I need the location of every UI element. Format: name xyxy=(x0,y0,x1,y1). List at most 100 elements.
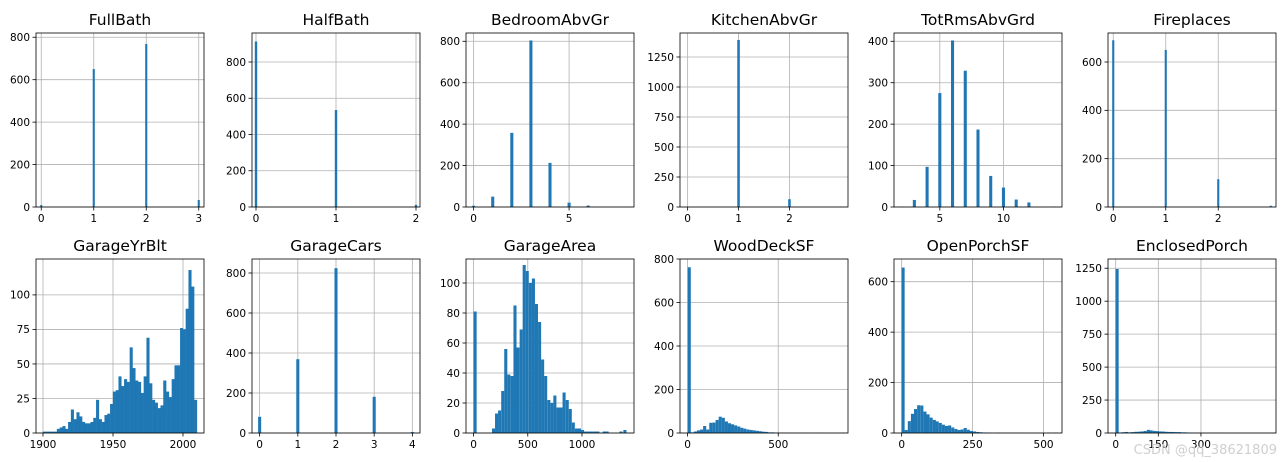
histogram-bar xyxy=(553,395,557,433)
x-tick-label: 0 xyxy=(256,439,263,451)
y-tick-label: 40 xyxy=(447,368,460,380)
histogram-bar xyxy=(912,199,916,207)
histogram-bar xyxy=(531,278,535,433)
y-tick-label: 750 xyxy=(654,112,674,124)
y-tick-label: 0 xyxy=(881,428,888,440)
x-tick-label: 2 xyxy=(143,213,150,225)
x-tick-label: 0 xyxy=(253,213,260,225)
x-tick-label: 0 xyxy=(470,213,477,225)
x-tick-label: 2 xyxy=(786,213,793,225)
histogram-bar xyxy=(1162,431,1166,433)
y-tick-label: 500 xyxy=(654,142,674,154)
histogram-bar xyxy=(963,70,967,207)
y-tick-label: 400 xyxy=(226,129,246,141)
histogram-bar xyxy=(121,386,125,433)
x-tick-label: 3 xyxy=(195,213,202,225)
histogram-bar xyxy=(574,428,578,433)
histogram-bar xyxy=(51,431,55,433)
histogram-bar xyxy=(70,409,74,433)
histogram-bar xyxy=(907,421,911,433)
fullbath-subplot: 0 1 2 3 0 200 400 600 800 FullBath xyxy=(10,11,205,225)
histogram-bar xyxy=(59,427,63,433)
histogram-bar xyxy=(40,205,43,207)
histogram-bar xyxy=(548,162,552,207)
histogram-bar xyxy=(737,39,740,208)
histogram-bar xyxy=(734,425,738,433)
histogram-bar xyxy=(703,426,707,433)
histogram-bar xyxy=(957,429,961,433)
x-tick-label: 1900 xyxy=(30,439,57,451)
y-tick-label: 0 xyxy=(23,202,30,214)
y-tick-label: 250 xyxy=(654,172,674,184)
histogram-bar xyxy=(191,286,195,433)
garageyrblt-subplot: 1900 1950 2000 0 25 50 75 100 GarageYrBlt xyxy=(10,237,205,451)
x-tick-label: 10 xyxy=(997,213,1010,225)
histogram-bar xyxy=(788,199,791,207)
y-tick-label: 0 xyxy=(667,202,674,214)
histogram-bar xyxy=(138,381,142,433)
x-tick-label: 0 xyxy=(1110,213,1117,225)
histogram-bar xyxy=(1149,430,1153,433)
histogram-bar xyxy=(976,431,980,433)
histogram-bar xyxy=(948,425,952,433)
x-tick-label: 1 xyxy=(1162,213,1169,225)
x-tick-label: 250 xyxy=(963,439,983,451)
histogram-bar xyxy=(765,431,769,433)
histogram-bar xyxy=(168,397,172,433)
histogram-bar xyxy=(541,359,545,433)
histogram-bar xyxy=(920,405,924,433)
y-tick-label: 400 xyxy=(1082,105,1102,117)
y-tick-label: 400 xyxy=(868,327,888,339)
histogram-bar xyxy=(529,40,533,208)
garagecars-title: GarageCars xyxy=(290,237,382,255)
x-tick-label: 0 xyxy=(38,213,45,225)
histogram-bar xyxy=(973,431,977,433)
y-tick-label: 600 xyxy=(654,297,674,309)
y-tick-label: 800 xyxy=(440,36,460,48)
y-tick-label: 400 xyxy=(440,119,460,131)
histogram-bar xyxy=(1014,199,1018,207)
histogram-bar xyxy=(160,405,164,433)
garagearea-subplot: 0 500 1000 0 20 40 60 80 100 GarageArea xyxy=(440,237,635,451)
halfbath-subplot: 0 1 2 0 200 400 600 800 HalfBath xyxy=(226,11,421,225)
histogram-bar xyxy=(1217,179,1220,207)
histogram-bar xyxy=(731,424,735,433)
histogram-bar xyxy=(917,405,921,433)
histogram-bar xyxy=(118,376,122,433)
histogram-bar xyxy=(197,199,200,207)
histogram-bar xyxy=(491,196,495,207)
histogram-bar xyxy=(966,429,970,433)
histogram-bar xyxy=(755,430,759,433)
histogram-bar xyxy=(1124,431,1129,433)
x-tick-label: 1 xyxy=(90,213,97,225)
x-tick-label: 1 xyxy=(333,213,340,225)
bedroomabvgr-title: BedroomAbvGr xyxy=(491,11,610,29)
histogram-bar xyxy=(45,431,49,433)
histogram-bar xyxy=(1137,431,1141,433)
histogram-bar xyxy=(960,429,964,433)
histogram-bar xyxy=(171,379,175,433)
y-tick-label: 50 xyxy=(17,359,30,371)
x-tick-label: 0 xyxy=(470,439,477,451)
x-tick-label: 4 xyxy=(409,439,416,451)
histogram-bar xyxy=(929,417,933,433)
fireplaces-subplot: 0 1 2 0 200 400 600 Fireplaces xyxy=(1082,11,1277,225)
y-tick-label: 25 xyxy=(17,393,30,405)
y-tick-label: 200 xyxy=(1082,153,1102,165)
y-tick-label: 0 xyxy=(239,428,246,440)
y-tick-label: 600 xyxy=(226,308,246,320)
histogram-bar xyxy=(567,202,571,207)
histogram-bar xyxy=(740,427,744,433)
histogram-bar xyxy=(522,265,526,433)
axes-frame xyxy=(893,258,1063,434)
histogram-bar xyxy=(925,166,929,207)
y-tick-label: 500 xyxy=(1082,362,1102,374)
histogram-bar xyxy=(619,431,623,433)
histogram-bar xyxy=(62,426,66,433)
histogram-bar xyxy=(700,429,704,433)
histogram-bar xyxy=(746,429,750,433)
histogram-bar xyxy=(1131,432,1135,433)
histogram-bar xyxy=(510,132,514,207)
y-tick-label: 20 xyxy=(447,398,460,410)
